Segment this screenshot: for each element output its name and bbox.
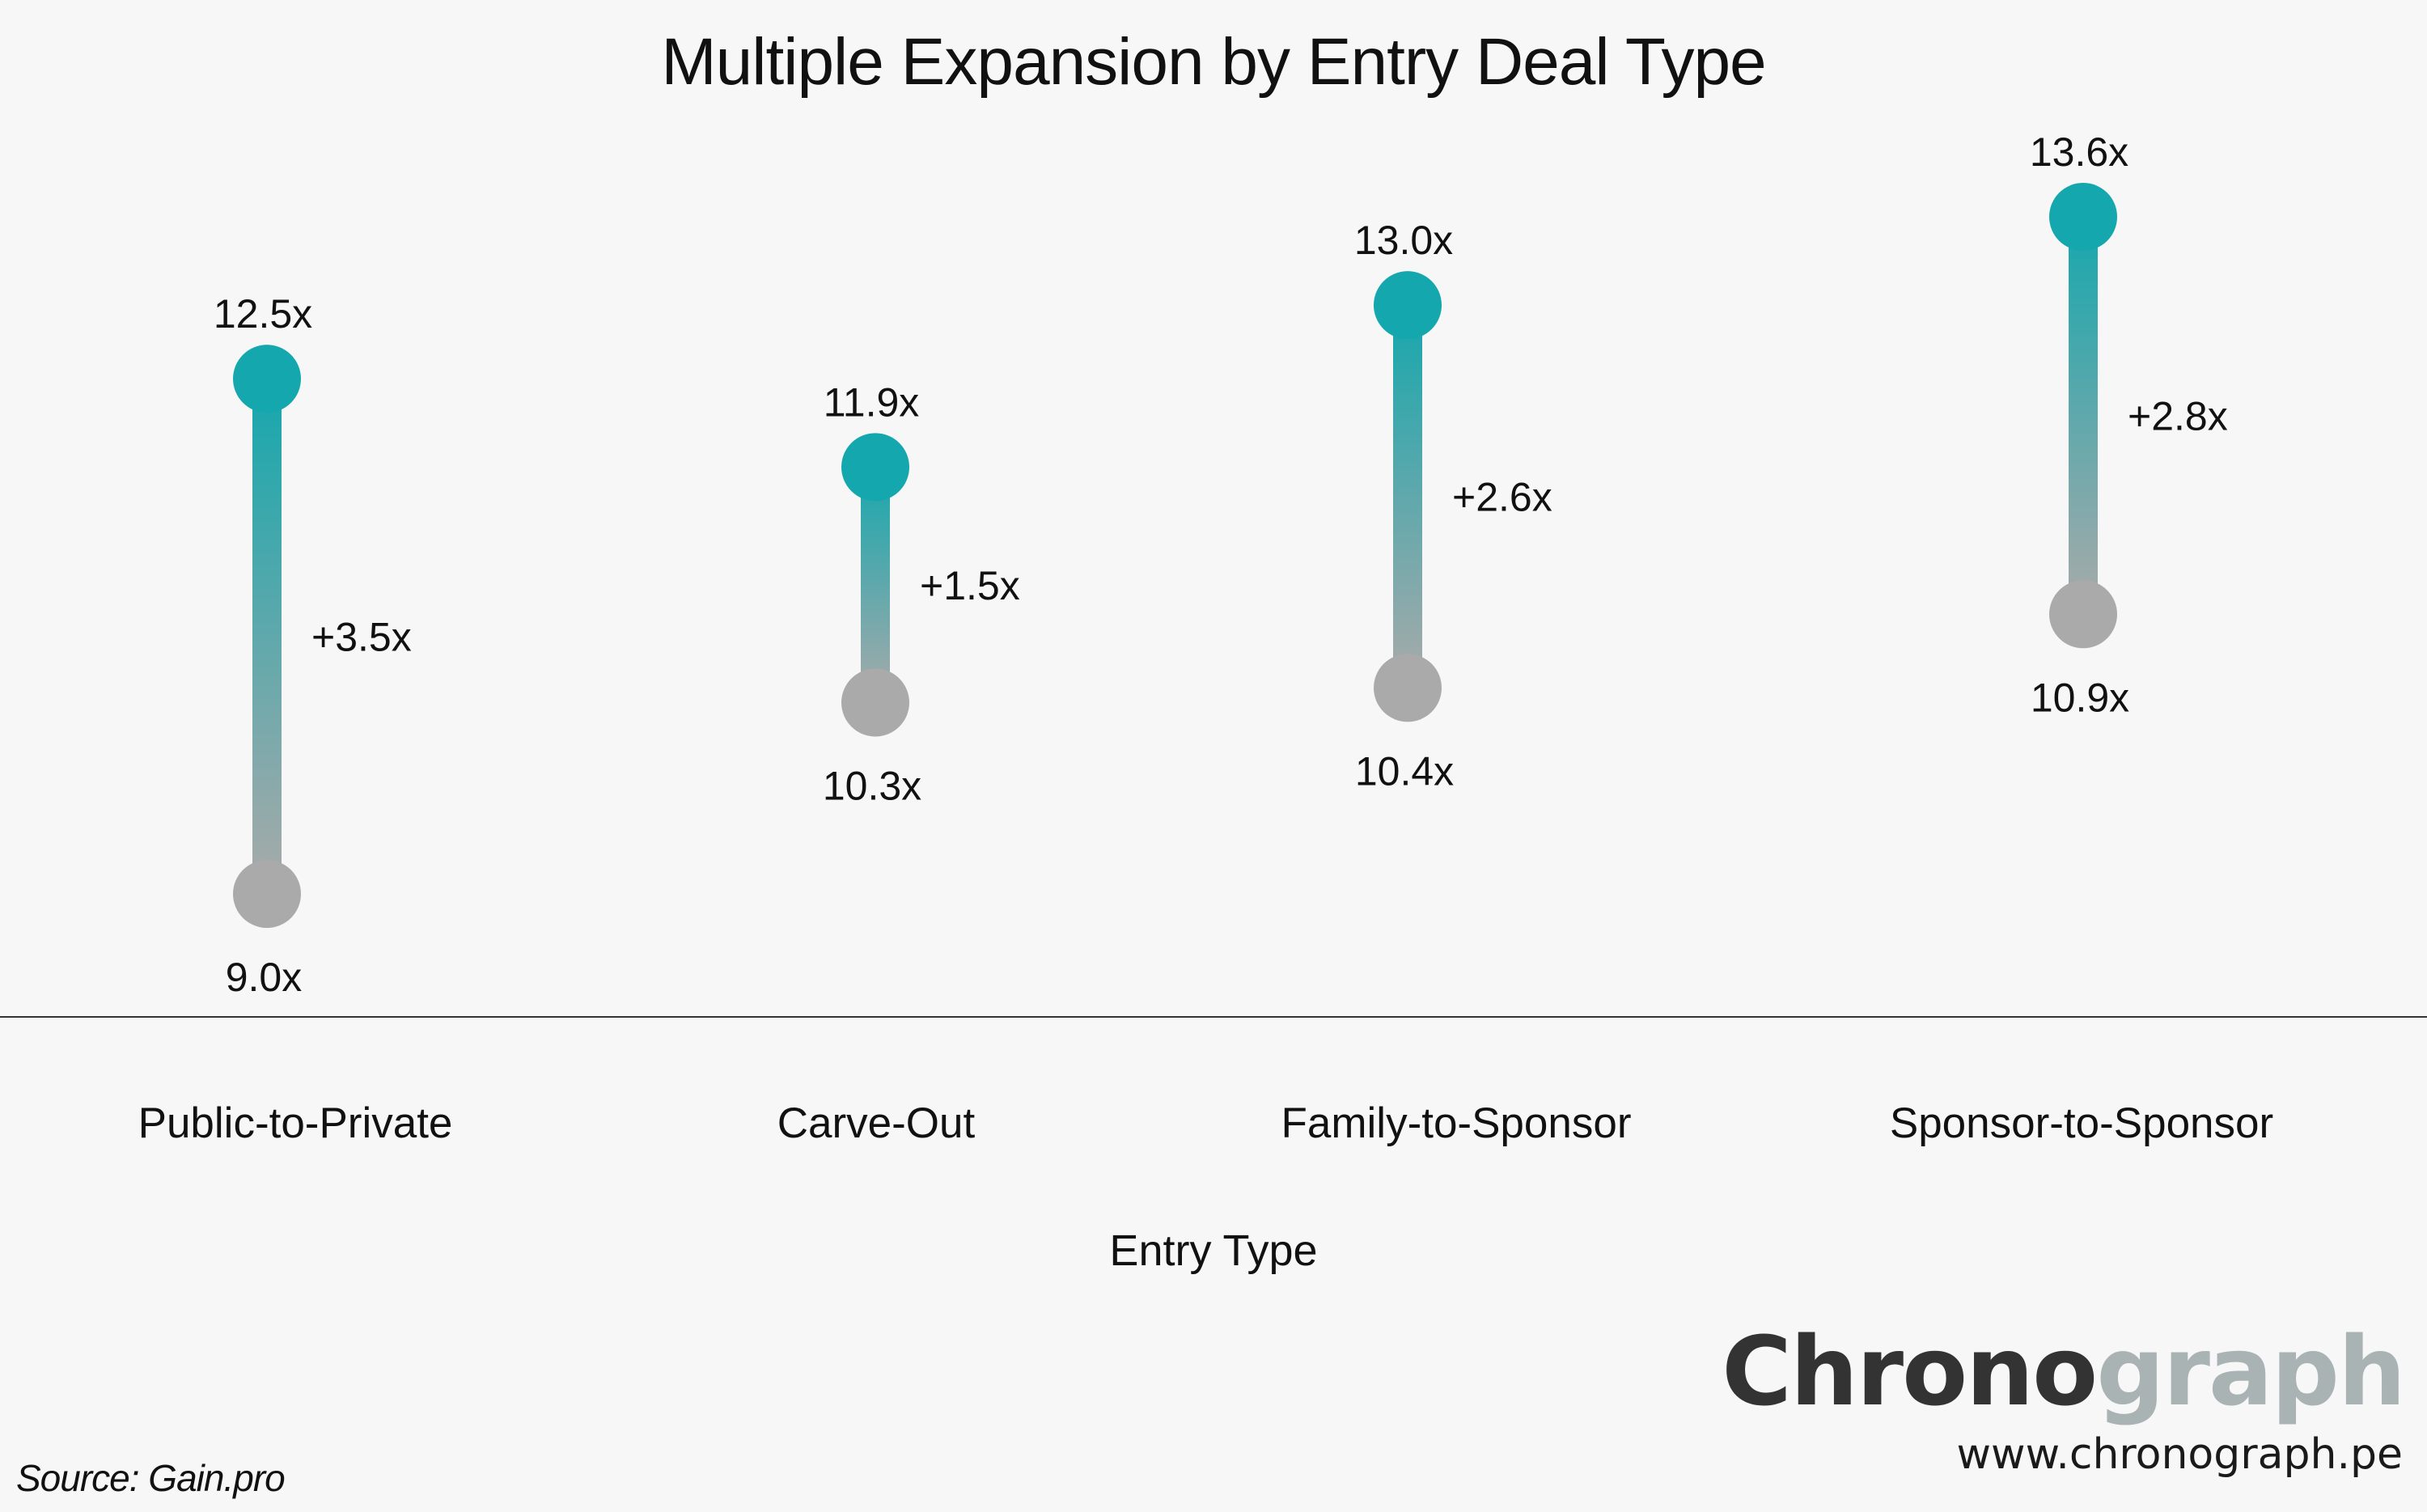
exit-value-label: 13.0x [1354,218,1453,263]
chart-marks: 12.5x 9.0x +3.5x Public-to-Private 11.9x 10.3… [138,129,2274,1147]
logo-text-part1: Chrono [1722,1315,2098,1427]
expansion-label: +2.6x [1452,475,1552,520]
connector-bar [1393,305,1422,688]
connector-bar [2069,217,2098,615]
expansion-label: +2.8x [2128,394,2228,439]
brand-logo: Chronograph [1722,1324,2406,1419]
entry-dot [1374,654,1442,722]
category-label: Public-to-Private [138,1099,453,1147]
entry-dot [2049,580,2117,649]
exit-value-label: 12.5x [214,291,312,337]
category-label: Sponsor-to-Sponsor [1890,1099,2273,1147]
connector-bar [861,467,890,703]
entry-value-label: 10.4x [1355,748,1454,794]
expansion-label: +1.5x [920,563,1020,608]
expansion-label: +3.5x [311,615,412,660]
entry-value-label: 10.9x [2031,675,2129,720]
connector-bar [252,379,282,894]
chart-title: Multiple Expansion by Entry Deal Type [661,25,1766,99]
exit-dot [233,345,301,413]
category-label: Family-to-Sponsor [1281,1099,1632,1147]
exit-dot [841,433,909,502]
x-axis-label: Entry Type [1109,1226,1318,1275]
exit-value-label: 11.9x [824,379,920,425]
entry-value-label: 10.3x [823,763,921,808]
logo-text-part2: graph [2096,1315,2406,1427]
entry-value-label: 9.0x [226,955,303,1000]
source-note: Source: Gain.pro [16,1457,286,1499]
brand-url: www.chronograph.pe [1956,1430,2403,1479]
exit-value-label: 13.6x [2030,129,2128,175]
category-label: Carve-Out [777,1099,976,1147]
entry-dot [841,668,909,737]
exit-dot [2049,183,2117,251]
entry-dot [233,860,301,928]
exit-dot [1374,271,1442,340]
